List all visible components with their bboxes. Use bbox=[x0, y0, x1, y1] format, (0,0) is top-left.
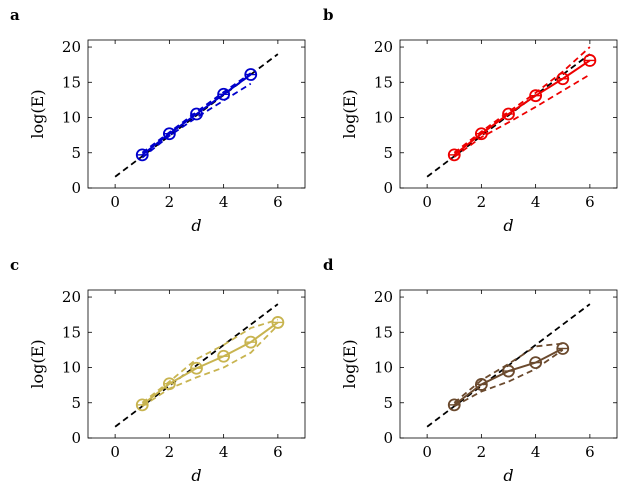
series-bound-line-1 bbox=[453, 73, 591, 158]
series-bound-line-1 bbox=[453, 349, 564, 408]
y-tick-label: 0 bbox=[383, 429, 393, 447]
reference-line bbox=[426, 53, 591, 178]
x-axis-label: d bbox=[191, 216, 201, 235]
x-tick-label: 0 bbox=[110, 443, 120, 461]
y-tick-label: 0 bbox=[71, 429, 81, 447]
x-tick-label: 2 bbox=[165, 443, 175, 461]
plot-frame bbox=[399, 39, 618, 189]
x-tick-label: 2 bbox=[165, 193, 175, 211]
x-tick-label: 4 bbox=[219, 193, 229, 211]
y-axis-label: log(E) bbox=[340, 339, 359, 388]
series-bound-line-2 bbox=[141, 318, 279, 404]
panel-a: a 0 2 4 6 0 5 10 15 20 d log(E) bbox=[10, 6, 306, 235]
x-tick-label: 6 bbox=[585, 193, 595, 211]
y-tick-label: 5 bbox=[71, 144, 81, 162]
y-tick-label: 20 bbox=[374, 288, 393, 306]
panel-b: b 0 2 4 6 0 5 10 15 20 d log(E) bbox=[323, 6, 618, 235]
panel-label: d bbox=[323, 256, 334, 274]
y-tick-label: 10 bbox=[62, 109, 81, 127]
x-axis-label: d bbox=[191, 466, 201, 485]
x-tick-label: 2 bbox=[477, 193, 487, 211]
panel-label: b bbox=[323, 6, 334, 24]
x-tick-label: 4 bbox=[219, 443, 229, 461]
y-tick-label: 20 bbox=[374, 38, 393, 56]
x-tick-label: 2 bbox=[477, 443, 487, 461]
y-tick-label: 10 bbox=[62, 359, 81, 377]
panel-d: d 0 2 4 6 0 5 10 15 20 d log(E) bbox=[323, 256, 618, 485]
y-tick-label: 5 bbox=[71, 394, 81, 412]
y-axis-label: log(E) bbox=[340, 89, 359, 138]
y-tick-label: 15 bbox=[374, 73, 393, 91]
plot-frame bbox=[399, 289, 618, 439]
x-tick-label: 4 bbox=[531, 443, 541, 461]
series-line bbox=[141, 73, 252, 156]
x-tick-label: 6 bbox=[273, 443, 283, 461]
x-tick-label: 0 bbox=[422, 443, 432, 461]
y-tick-label: 15 bbox=[374, 323, 393, 341]
y-tick-label: 10 bbox=[374, 359, 393, 377]
x-tick-label: 0 bbox=[110, 193, 120, 211]
y-tick-label: 20 bbox=[62, 288, 81, 306]
x-tick-label: 4 bbox=[531, 193, 541, 211]
series-bound-line-2 bbox=[453, 46, 591, 154]
x-tick-label: 6 bbox=[273, 193, 283, 211]
x-axis-label: d bbox=[503, 216, 513, 235]
series-bound-line-1 bbox=[141, 82, 252, 159]
y-axis-label: log(E) bbox=[28, 89, 47, 138]
y-tick-label: 15 bbox=[62, 73, 81, 91]
panel-c: c 0 2 4 6 0 5 10 15 20 d log(E) bbox=[10, 256, 306, 485]
y-tick-label: 5 bbox=[383, 394, 393, 412]
y-tick-label: 15 bbox=[62, 323, 81, 341]
reference-line bbox=[114, 53, 279, 178]
y-tick-label: 20 bbox=[62, 38, 81, 56]
x-axis-label: d bbox=[503, 466, 513, 485]
x-tick-label: 6 bbox=[585, 443, 595, 461]
y-tick-label: 0 bbox=[71, 179, 81, 197]
plot-frame bbox=[87, 39, 306, 189]
x-tick-label: 0 bbox=[422, 193, 432, 211]
y-tick-label: 10 bbox=[374, 109, 393, 127]
y-tick-label: 0 bbox=[383, 179, 393, 197]
panel-label: c bbox=[10, 256, 19, 274]
y-axis-label: log(E) bbox=[28, 339, 47, 388]
plot-frame bbox=[87, 289, 306, 439]
series-bound-line-2 bbox=[141, 72, 252, 154]
series-line bbox=[453, 59, 591, 156]
panel-label: a bbox=[10, 6, 20, 24]
reference-line bbox=[114, 303, 279, 428]
y-tick-label: 5 bbox=[383, 144, 393, 162]
series-bound-line-2 bbox=[453, 342, 563, 404]
